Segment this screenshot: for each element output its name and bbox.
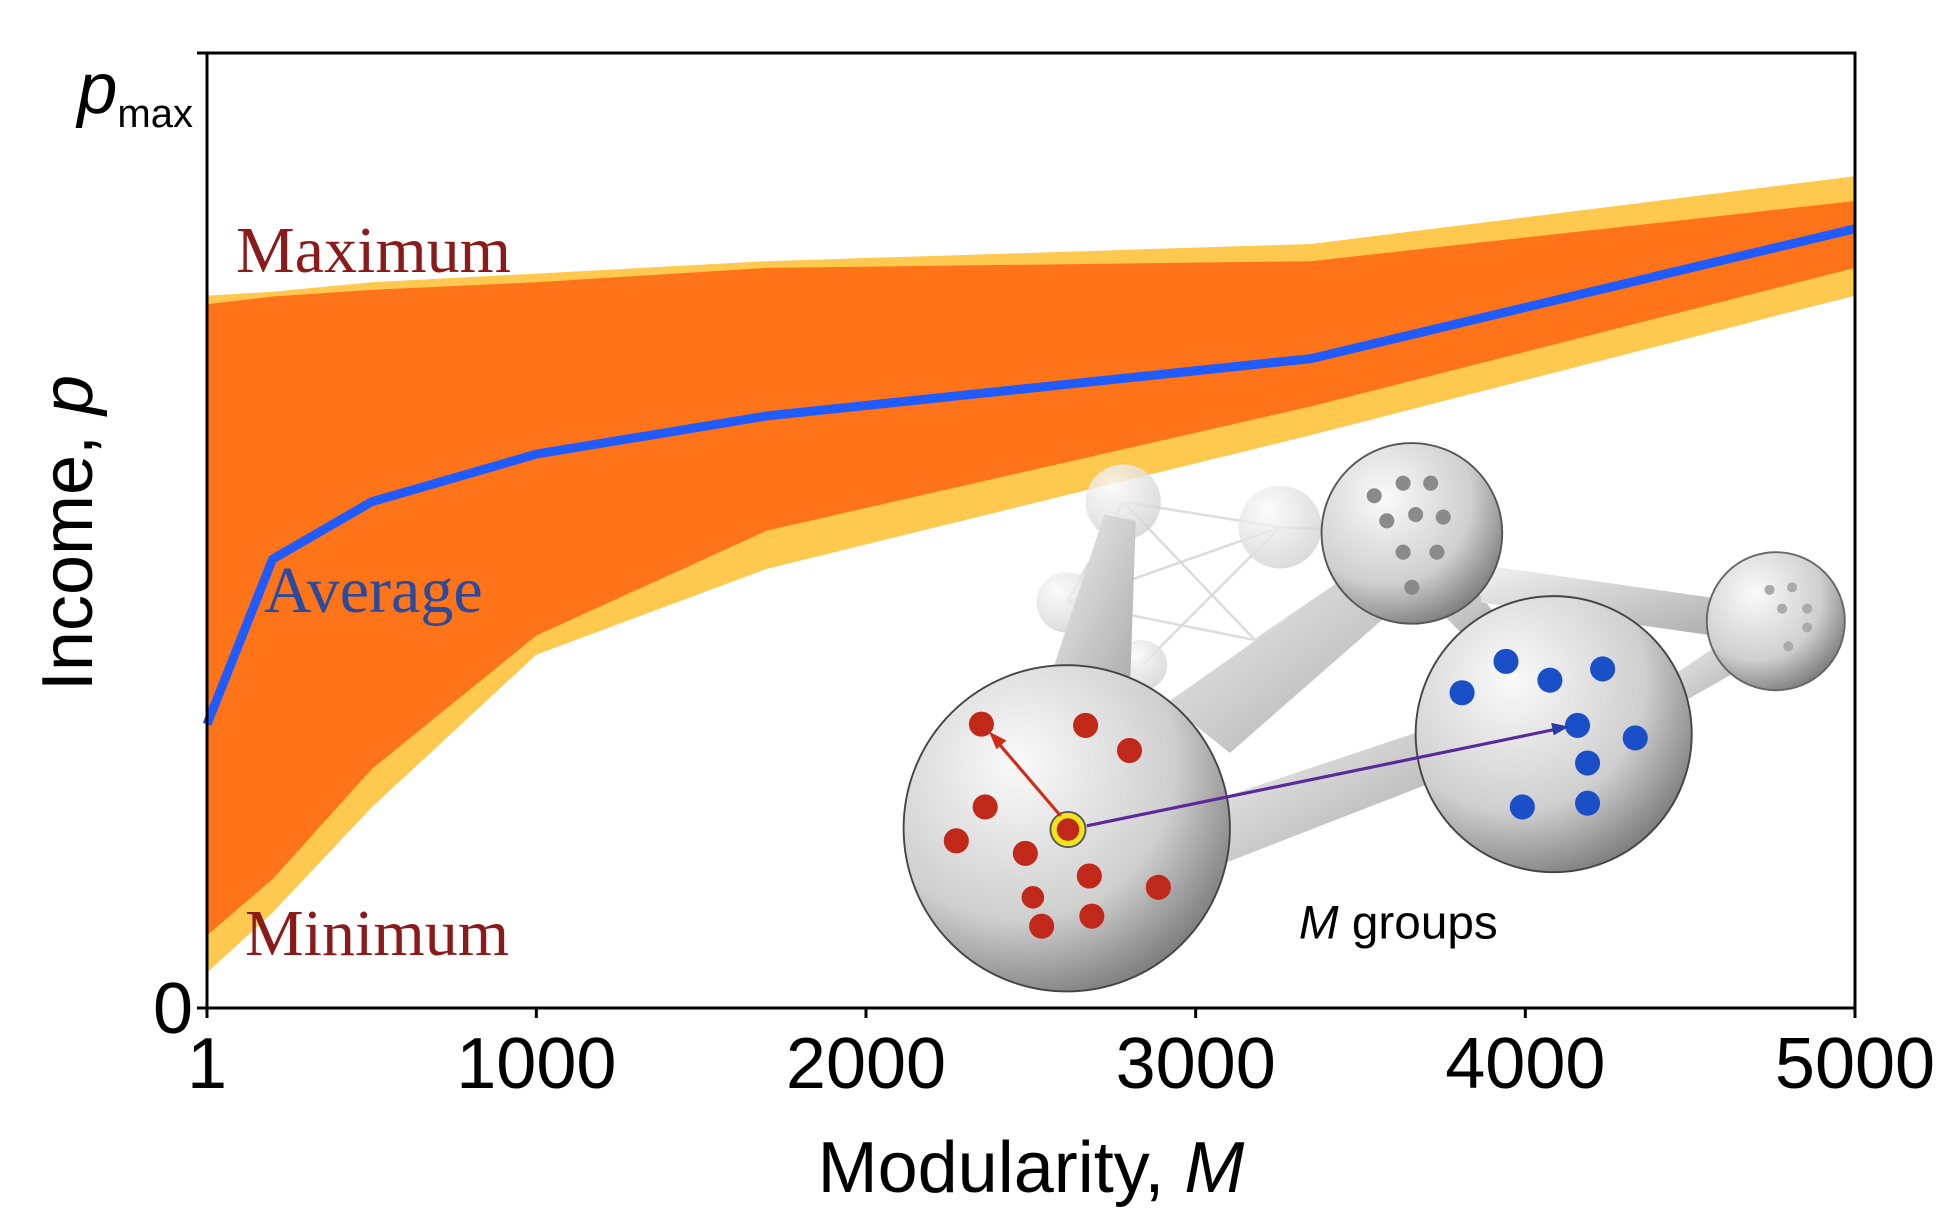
annotation: Minimum: [245, 897, 509, 970]
y-axis-label: Income, p: [28, 375, 108, 691]
x-tick-label: 1000: [456, 1024, 616, 1104]
network-illustration: M groups: [904, 443, 1845, 991]
inset-label: M groups: [1299, 897, 1498, 950]
x-axis-label: Modularity, M: [818, 1128, 1245, 1208]
x-tick-label: 3000: [1116, 1024, 1276, 1104]
y-tick-label: pmax: [75, 49, 193, 136]
annotation: Maximum: [236, 214, 511, 287]
x-tick-label: 5000: [1775, 1024, 1935, 1104]
annotation: Average: [264, 554, 483, 627]
x-tick-label: 4000: [1445, 1024, 1605, 1104]
x-tick-label: 2000: [786, 1024, 946, 1104]
y-tick-label: 0: [153, 969, 193, 1049]
chart: M groups Modularity, M Income, p Maximum…: [0, 0, 1958, 1213]
